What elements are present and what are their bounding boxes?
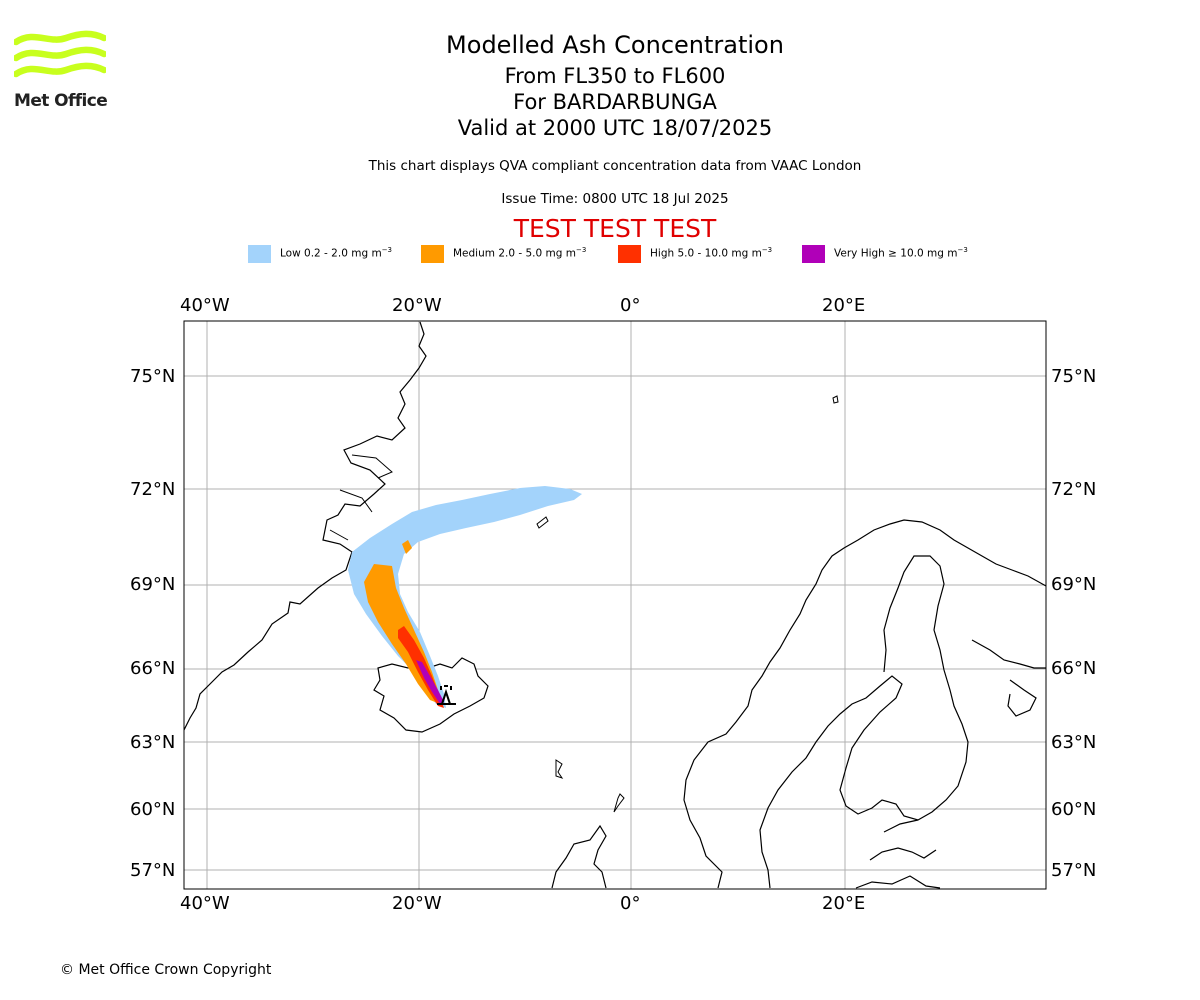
lat-tick-right-57n: 57°N [1051,860,1097,881]
lat-tick-right-66n: 66°N [1051,658,1097,679]
lon-tick-bottom-20w: 20°W [392,893,442,914]
lat-tick-right-69n: 69°N [1051,574,1097,595]
ash-plume-medium-patch [402,540,412,554]
legend-label-low: Low 0.2 - 2.0 mg m [280,247,382,260]
russia-coastline [971,639,1046,717]
lat-tick-right-72n: 72°N [1051,479,1097,500]
lat-tick-right-60n: 60°N [1051,799,1097,820]
bear-island [832,395,839,404]
met-office-waves-icon [12,30,108,78]
qva-note: This chart displays QVA compliant concen… [368,158,862,174]
lat-tick-left-72n: 72°N [130,479,176,500]
brand-wordmark: Met Office [14,91,108,111]
lon-tick-top-40w: 40°W [180,295,230,316]
map-gridlines [184,321,1046,889]
legend-label-high: High 5.0 - 10.0 mg m [650,247,762,260]
valid-time: Valid at 2000 UTC 18/07/2025 [457,116,773,140]
greenland-inlet [329,454,393,541]
lat-tick-left-63n: 63°N [130,732,176,753]
met-office-logo: Met Office [12,30,108,112]
legend-swatch-medium [421,245,444,263]
legend-swatch-high [618,245,641,263]
lat-tick-left-57n: 57°N [130,860,176,881]
map-frame [183,320,1047,890]
issue-time: Issue Time: 0800 UTC 18 Jul 2025 [501,191,729,207]
flight-levels: From FL350 to FL600 [504,64,726,88]
lon-tick-top-0: 0° [620,295,641,316]
volcano-marker [437,685,456,705]
faroe-islands [555,759,564,779]
legend-swatch-very-high [802,245,825,263]
sweden-finland-coastline [759,555,969,889]
chart-title: Modelled Ash Concentration [446,31,784,59]
copyright-notice: © Met Office Crown Copyright [60,962,272,978]
baltic-coast [855,819,941,889]
legend-label-medium: Medium 2.0 - 5.0 mg m [453,247,576,260]
shetland-islands [613,793,625,813]
lat-tick-left-60n: 60°N [130,799,176,820]
scandinavia-coastline [683,519,1047,889]
jan-mayen-island [536,516,549,529]
greenland-coastline [183,321,427,731]
lat-tick-left-69n: 69°N [130,574,176,595]
test-banner: TEST TEST TEST [513,214,717,243]
lon-tick-bottom-40w: 40°W [180,893,230,914]
legend-label-very-high: Very High ≥ 10.0 mg m [834,247,958,260]
lat-tick-right-75n: 75°N [1051,366,1097,387]
lat-tick-right-63n: 63°N [1051,732,1097,753]
legend-swatch-low [248,245,271,263]
lat-tick-left-75n: 75°N [130,366,176,387]
lon-tick-bottom-0: 0° [620,893,641,914]
lon-tick-bottom-20e: 20°E [822,893,866,914]
ash-plume-very-high [416,660,444,704]
lat-tick-left-66n: 66°N [130,658,176,679]
scotland-coastline [551,824,607,889]
volcano-name: For BARDARBUNGA [513,90,717,114]
lon-tick-top-20e: 20°E [822,295,866,316]
lon-tick-top-20w: 20°W [392,295,442,316]
